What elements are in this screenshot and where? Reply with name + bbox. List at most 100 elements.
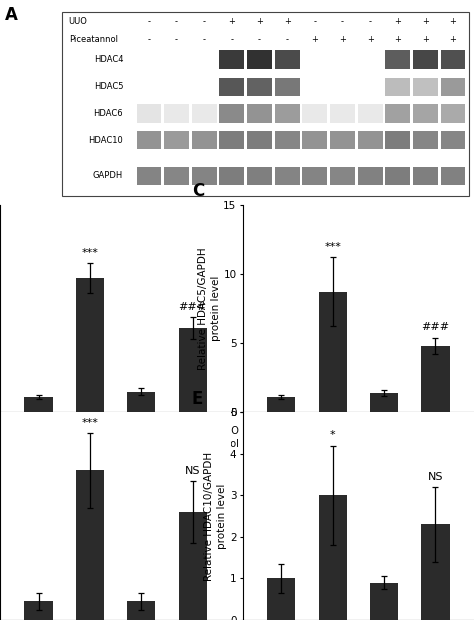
Text: +: + bbox=[137, 439, 146, 449]
Text: -: - bbox=[139, 426, 143, 436]
FancyBboxPatch shape bbox=[219, 50, 244, 69]
FancyBboxPatch shape bbox=[358, 104, 383, 123]
Text: -: - bbox=[341, 17, 344, 26]
FancyBboxPatch shape bbox=[247, 50, 272, 69]
Text: -: - bbox=[280, 439, 283, 449]
Text: ***: *** bbox=[82, 418, 99, 428]
FancyBboxPatch shape bbox=[192, 104, 217, 123]
Text: ***: *** bbox=[324, 242, 341, 252]
FancyBboxPatch shape bbox=[302, 167, 327, 185]
Text: +: + bbox=[450, 17, 456, 26]
Bar bbox=[267, 397, 295, 412]
FancyBboxPatch shape bbox=[275, 167, 300, 185]
Text: -: - bbox=[37, 439, 40, 449]
FancyBboxPatch shape bbox=[164, 104, 189, 123]
FancyBboxPatch shape bbox=[358, 131, 383, 149]
Text: +: + bbox=[284, 17, 291, 26]
Text: +: + bbox=[431, 426, 439, 436]
FancyBboxPatch shape bbox=[385, 104, 410, 123]
FancyBboxPatch shape bbox=[247, 131, 272, 149]
FancyBboxPatch shape bbox=[137, 131, 161, 149]
Text: C: C bbox=[192, 182, 204, 200]
Text: -: - bbox=[280, 426, 283, 436]
FancyBboxPatch shape bbox=[441, 50, 465, 69]
Text: GAPDH: GAPDH bbox=[93, 172, 123, 180]
Text: +: + bbox=[189, 426, 197, 436]
FancyBboxPatch shape bbox=[358, 167, 383, 185]
Text: -: - bbox=[313, 17, 316, 26]
Text: A: A bbox=[5, 6, 18, 24]
FancyBboxPatch shape bbox=[330, 167, 355, 185]
Bar bbox=[76, 471, 104, 620]
FancyBboxPatch shape bbox=[275, 131, 300, 149]
Text: -: - bbox=[203, 35, 206, 45]
Text: -: - bbox=[175, 17, 178, 26]
Text: -: - bbox=[37, 426, 40, 436]
Text: +: + bbox=[367, 35, 374, 45]
Text: +: + bbox=[422, 35, 429, 45]
Bar bbox=[127, 392, 155, 412]
Text: +: + bbox=[328, 426, 337, 436]
Text: -: - bbox=[286, 35, 289, 45]
Text: -: - bbox=[383, 426, 386, 436]
Text: +: + bbox=[311, 35, 318, 45]
Bar bbox=[421, 346, 450, 412]
Y-axis label: Relative HDAC5/GAPDH
protein level: Relative HDAC5/GAPDH protein level bbox=[198, 247, 220, 370]
FancyBboxPatch shape bbox=[219, 167, 244, 185]
FancyBboxPatch shape bbox=[330, 104, 355, 123]
Bar bbox=[179, 512, 207, 620]
Text: ###: ### bbox=[179, 301, 207, 312]
FancyBboxPatch shape bbox=[302, 131, 327, 149]
FancyBboxPatch shape bbox=[137, 167, 161, 185]
FancyBboxPatch shape bbox=[137, 104, 161, 123]
FancyBboxPatch shape bbox=[441, 104, 465, 123]
Text: HDAC5: HDAC5 bbox=[94, 82, 123, 92]
FancyBboxPatch shape bbox=[247, 78, 272, 96]
Bar bbox=[319, 495, 347, 620]
Bar bbox=[76, 278, 104, 412]
Text: Piceatannol: Piceatannol bbox=[69, 35, 118, 45]
FancyBboxPatch shape bbox=[219, 78, 244, 96]
Text: +: + bbox=[228, 17, 235, 26]
Text: HDAC6: HDAC6 bbox=[94, 109, 123, 118]
Text: -: - bbox=[203, 17, 206, 26]
Text: -: - bbox=[147, 35, 150, 45]
Text: Piceatannol: Piceatannol bbox=[182, 439, 238, 449]
FancyBboxPatch shape bbox=[385, 131, 410, 149]
Text: HDAC4: HDAC4 bbox=[94, 55, 123, 64]
Text: +: + bbox=[189, 439, 197, 449]
Text: +: + bbox=[86, 426, 94, 436]
FancyBboxPatch shape bbox=[192, 167, 217, 185]
Text: HDAC10: HDAC10 bbox=[89, 136, 123, 144]
FancyBboxPatch shape bbox=[441, 167, 465, 185]
Bar bbox=[421, 525, 450, 620]
Text: UUO: UUO bbox=[217, 426, 238, 436]
Bar bbox=[319, 292, 347, 412]
FancyBboxPatch shape bbox=[275, 78, 300, 96]
Text: -: - bbox=[230, 35, 233, 45]
FancyBboxPatch shape bbox=[413, 50, 438, 69]
Text: -: - bbox=[331, 439, 335, 449]
FancyBboxPatch shape bbox=[413, 104, 438, 123]
Bar bbox=[24, 397, 53, 412]
FancyBboxPatch shape bbox=[164, 167, 189, 185]
Text: +: + bbox=[431, 439, 439, 449]
Text: ###: ### bbox=[421, 322, 449, 332]
FancyBboxPatch shape bbox=[441, 78, 465, 96]
Text: NS: NS bbox=[428, 472, 443, 482]
Bar bbox=[267, 578, 295, 620]
FancyBboxPatch shape bbox=[192, 131, 217, 149]
FancyBboxPatch shape bbox=[247, 167, 272, 185]
Bar bbox=[179, 328, 207, 412]
Text: ***: *** bbox=[82, 247, 99, 257]
Text: -: - bbox=[175, 35, 178, 45]
Bar bbox=[370, 393, 398, 412]
Text: +: + bbox=[339, 35, 346, 45]
FancyBboxPatch shape bbox=[385, 167, 410, 185]
Text: +: + bbox=[256, 17, 263, 26]
Text: NS: NS bbox=[185, 466, 201, 476]
FancyBboxPatch shape bbox=[164, 131, 189, 149]
Text: -: - bbox=[258, 35, 261, 45]
Text: -: - bbox=[88, 439, 91, 449]
Text: UUO: UUO bbox=[69, 17, 88, 26]
